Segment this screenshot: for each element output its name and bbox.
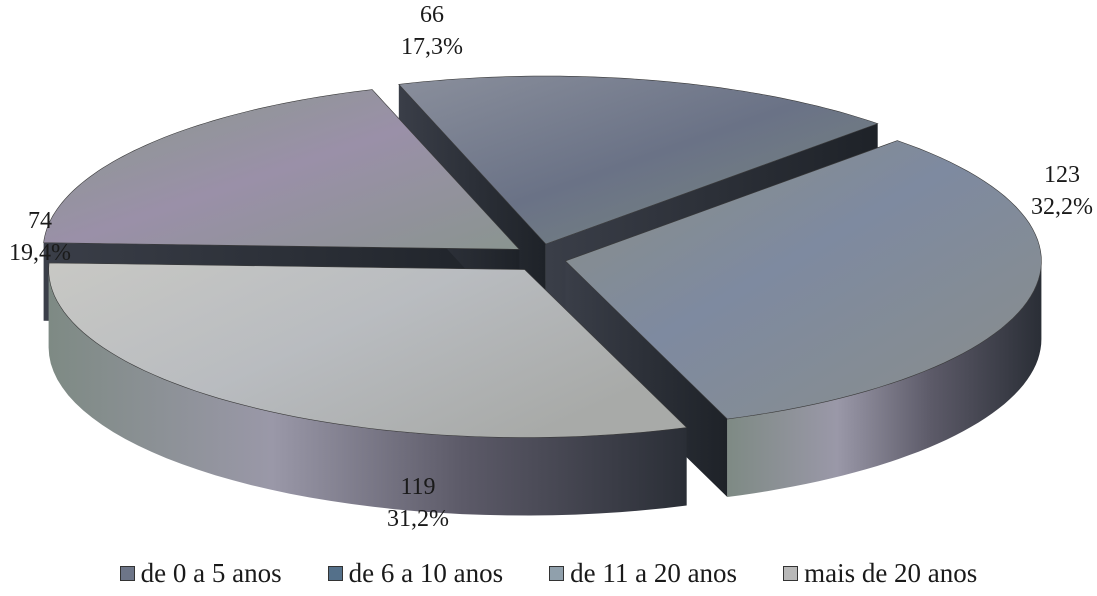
legend-label-2: de 11 a 20 anos <box>570 558 738 588</box>
value-label-2: 119 <box>400 474 435 500</box>
slice-0-top <box>398 75 879 245</box>
slice-2-top <box>48 262 688 438</box>
slice-1-wall-1 <box>565 261 728 497</box>
legend: de 0 a 5 anos de 6 a 10 anos de 11 a 20 … <box>0 553 1097 593</box>
legend-item-0: de 0 a 5 anos <box>119 553 282 593</box>
slice-1 <box>564 140 1042 497</box>
labels-layer: 66 17,3% 123 32,2% 119 31,2% 74 19,4% <box>9 2 1093 532</box>
slice-2 <box>48 262 688 516</box>
value-label-0: 66 <box>420 2 444 28</box>
legend-label-1: de 6 a 10 anos <box>348 558 504 588</box>
value-label-3: 74 <box>28 208 52 234</box>
percent-label-1: 32,2% <box>1031 194 1093 220</box>
percent-label-0: 17,3% <box>401 34 463 60</box>
slices-layer <box>43 75 1042 516</box>
legend-label-3: mais de 20 anos <box>804 558 978 588</box>
legend-item-3: mais de 20 anos <box>783 553 977 593</box>
slice-3-top <box>43 89 520 250</box>
legend-item-1: de 6 a 10 anos <box>327 553 504 593</box>
percent-label-3: 19,4% <box>9 240 71 266</box>
legend-swatch-3 <box>783 565 799 581</box>
percent-label-2: 31,2% <box>387 506 449 532</box>
legend-swatch-0 <box>119 565 135 581</box>
slice-1-side <box>727 261 1042 497</box>
legend-swatch-2 <box>549 565 565 581</box>
slice-1-top <box>564 140 1042 420</box>
legend-item-2: de 11 a 20 anos <box>549 553 737 593</box>
slice-2-side <box>48 269 687 516</box>
value-label-1: 123 <box>1044 162 1080 188</box>
legend-label-0: de 0 a 5 anos <box>140 558 282 588</box>
legend-swatch-1 <box>327 565 343 581</box>
pie-chart: 66 17,3% 123 32,2% 119 31,2% 74 19,4% <box>9 2 1093 532</box>
